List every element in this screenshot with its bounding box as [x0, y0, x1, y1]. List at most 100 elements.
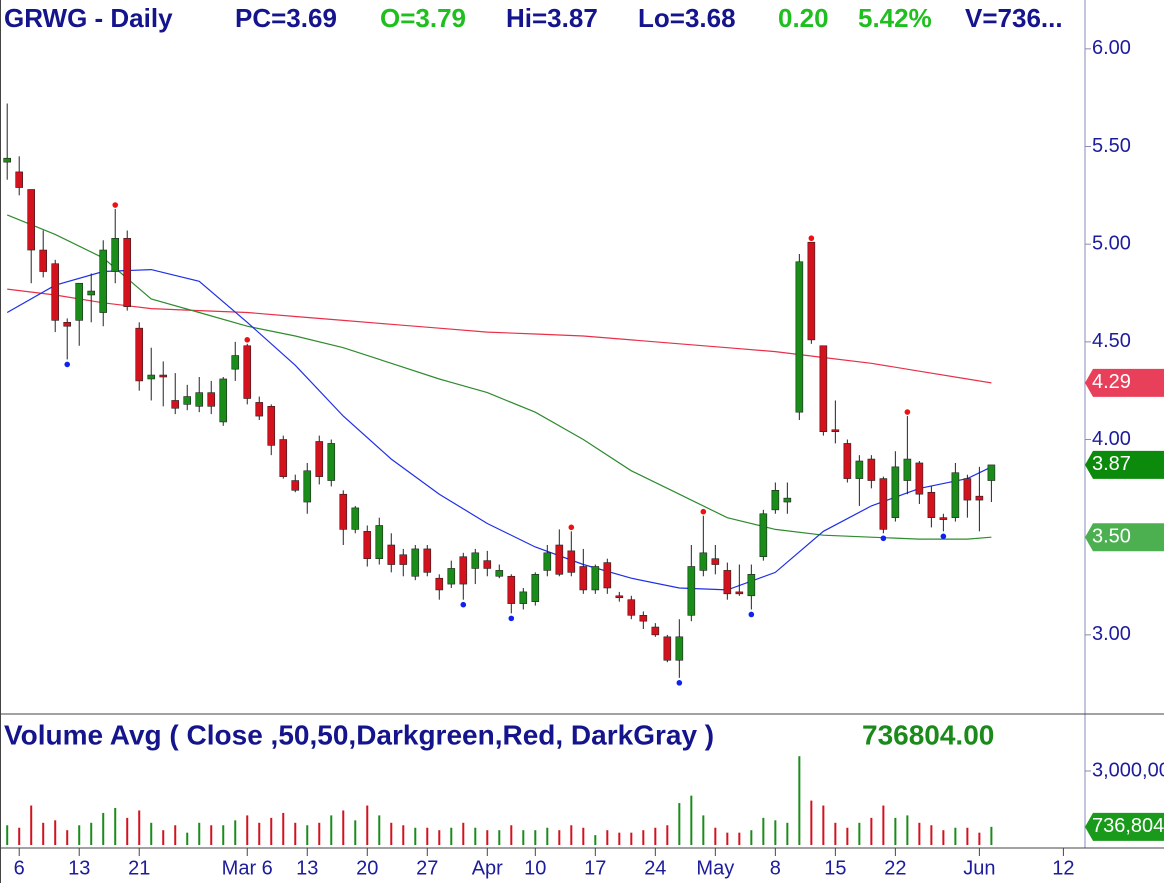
- candle-body: [111, 238, 120, 272]
- candle-body: [183, 396, 192, 405]
- candle-body: [99, 249, 108, 313]
- volume-bar: [270, 817, 273, 845]
- volume-bar: [222, 825, 225, 845]
- candle-body: [159, 374, 168, 378]
- pivot-low-dot: [676, 680, 683, 686]
- candle-body: [195, 392, 204, 407]
- candle-body: [291, 480, 300, 491]
- volume-bar: [570, 825, 573, 845]
- candle-body: [279, 439, 288, 477]
- x-tick-label: 17: [584, 857, 606, 879]
- candle-body: [519, 591, 528, 604]
- x-tick-label: 6: [14, 857, 25, 879]
- x-tick-label: Apr: [472, 857, 503, 879]
- volume-bar: [354, 820, 357, 845]
- moving-average-line: [7, 288, 992, 384]
- candle-body: [963, 478, 972, 501]
- pivot-high-dot: [244, 337, 251, 343]
- volume-bar: [834, 822, 837, 845]
- volume-bar: [942, 830, 945, 845]
- pivot-low-dot: [460, 601, 467, 608]
- candle-body: [711, 558, 720, 565]
- volume-bar: [606, 830, 609, 845]
- candle-body: [699, 552, 708, 571]
- x-tick-label: 8: [770, 857, 781, 879]
- volume-bar: [54, 820, 57, 845]
- candle-body: [843, 443, 852, 479]
- volume-bar: [726, 832, 729, 845]
- candle-body: [591, 566, 600, 591]
- x-tick-label: Jun: [963, 857, 995, 879]
- candle-body: [507, 575, 516, 604]
- candle-body: [255, 402, 264, 417]
- y-tick-label: 3.00: [1092, 623, 1131, 645]
- candle-body: [543, 552, 552, 571]
- volume-bar: [126, 817, 129, 845]
- volume-bar: [522, 830, 525, 845]
- y-tick-label: 4.50: [1092, 330, 1131, 352]
- x-tick-label: 13: [296, 857, 318, 879]
- volume-bar: [690, 795, 693, 845]
- volume-bar: [978, 832, 981, 845]
- volume-bar: [78, 825, 81, 845]
- volume-bar: [930, 825, 933, 845]
- candle-body: [579, 566, 588, 591]
- volume-bar: [774, 820, 777, 845]
- candle-body: [831, 429, 840, 433]
- candle-body: [147, 374, 156, 380]
- candle-body: [771, 490, 780, 511]
- volume-bar: [306, 825, 309, 845]
- candle-body: [267, 406, 276, 446]
- pivot-low-dot: [880, 535, 887, 542]
- y-tick-label: 6.00: [1092, 37, 1131, 59]
- y-tick-label: 4.00: [1092, 428, 1131, 450]
- volume-bar: [66, 830, 69, 845]
- volume-bar: [546, 827, 549, 845]
- volume-bar: [558, 830, 561, 845]
- candle-body: [795, 261, 804, 413]
- candle-body: [891, 466, 900, 518]
- header-item: Hi=3.87: [506, 3, 598, 33]
- candle-body: [15, 171, 24, 188]
- volume-bar: [162, 830, 165, 845]
- candle-body: [411, 548, 420, 577]
- candle-body: [51, 263, 60, 321]
- x-tick-label: 22: [884, 857, 906, 879]
- volume-bar: [846, 827, 849, 845]
- candle-body: [651, 626, 660, 636]
- volume-bar: [294, 822, 297, 845]
- candle-body: [447, 568, 456, 585]
- candle-body: [867, 458, 876, 481]
- candle-body: [87, 290, 96, 296]
- volume-bar: [42, 822, 45, 845]
- candle-body: [327, 443, 336, 481]
- candle-body: [459, 556, 468, 585]
- volume-bar: [762, 817, 765, 845]
- candle-body: [243, 345, 252, 399]
- x-tick-label: 10: [524, 857, 546, 879]
- candle-body: [735, 591, 744, 595]
- volume-bar: [258, 822, 261, 845]
- candle-body: [39, 249, 48, 272]
- candle-body: [759, 513, 768, 558]
- candle-body: [975, 495, 984, 501]
- candle-body: [675, 636, 684, 661]
- price-tag-bg: [1085, 450, 1164, 479]
- volume-bar: [990, 826, 993, 845]
- candle-body: [915, 462, 924, 495]
- x-tick-label: 15: [824, 857, 846, 879]
- header-item: O=3.79: [380, 3, 466, 33]
- volume-bar: [186, 832, 189, 845]
- x-tick-label: May: [696, 857, 734, 879]
- volume-bar: [90, 822, 93, 845]
- candle-body: [375, 525, 384, 559]
- x-tick-label: 24: [644, 857, 666, 879]
- candle-body: [399, 554, 408, 565]
- volume-bar: [858, 822, 861, 845]
- y-tick-label: 5.00: [1092, 232, 1131, 254]
- candle-body: [603, 562, 612, 589]
- candle-body: [615, 595, 624, 599]
- volume-bar: [246, 815, 249, 845]
